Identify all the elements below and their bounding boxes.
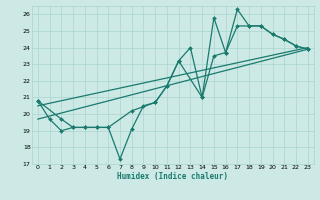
X-axis label: Humidex (Indice chaleur): Humidex (Indice chaleur) (117, 172, 228, 181)
